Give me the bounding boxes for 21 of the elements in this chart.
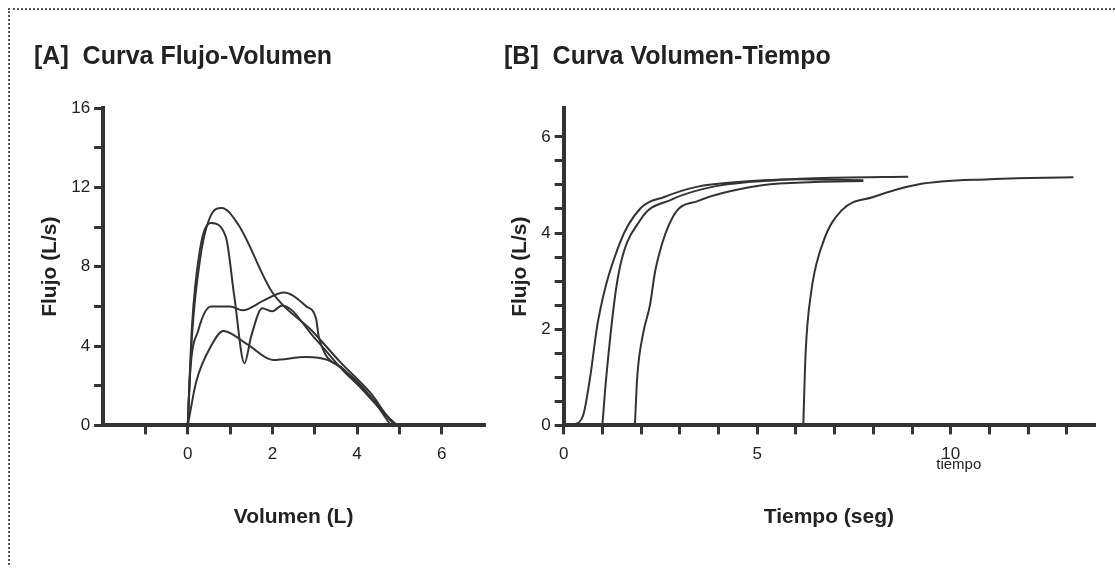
y-tick-label: 4 bbox=[80, 335, 91, 355]
x-tick-label: 2 bbox=[267, 444, 278, 464]
x-tick-label: 0 bbox=[183, 444, 193, 464]
y-tick-label: 2 bbox=[541, 318, 551, 338]
x-axis-title: Tiempo (seg) bbox=[763, 504, 894, 528]
y-tick-label: 4 bbox=[541, 222, 551, 242]
x-tick-label: 6 bbox=[436, 444, 447, 464]
y-tick-label: 0 bbox=[80, 415, 91, 435]
x-axis-title: Volumen (L) bbox=[233, 504, 354, 528]
y-axis-title: Flujo (L/s) bbox=[507, 216, 531, 317]
x-tick-label: 0 bbox=[558, 444, 569, 464]
x-tick-label: 5 bbox=[752, 444, 762, 464]
y-tick-label: 6 bbox=[541, 126, 551, 146]
y-tick-label: 8 bbox=[80, 256, 91, 276]
y-tick-label: 16 bbox=[71, 97, 91, 117]
x-tick-label: 4 bbox=[352, 444, 362, 464]
y-tick-label: 12 bbox=[71, 177, 91, 197]
y-tick-label: 0 bbox=[541, 415, 551, 435]
chart-title: [B] Curva Volumen-Tiempo bbox=[504, 40, 831, 69]
y-axis-title: Flujo (L/s) bbox=[37, 216, 61, 317]
chart-title: [A] Curva Flujo-Volumen bbox=[34, 40, 333, 69]
